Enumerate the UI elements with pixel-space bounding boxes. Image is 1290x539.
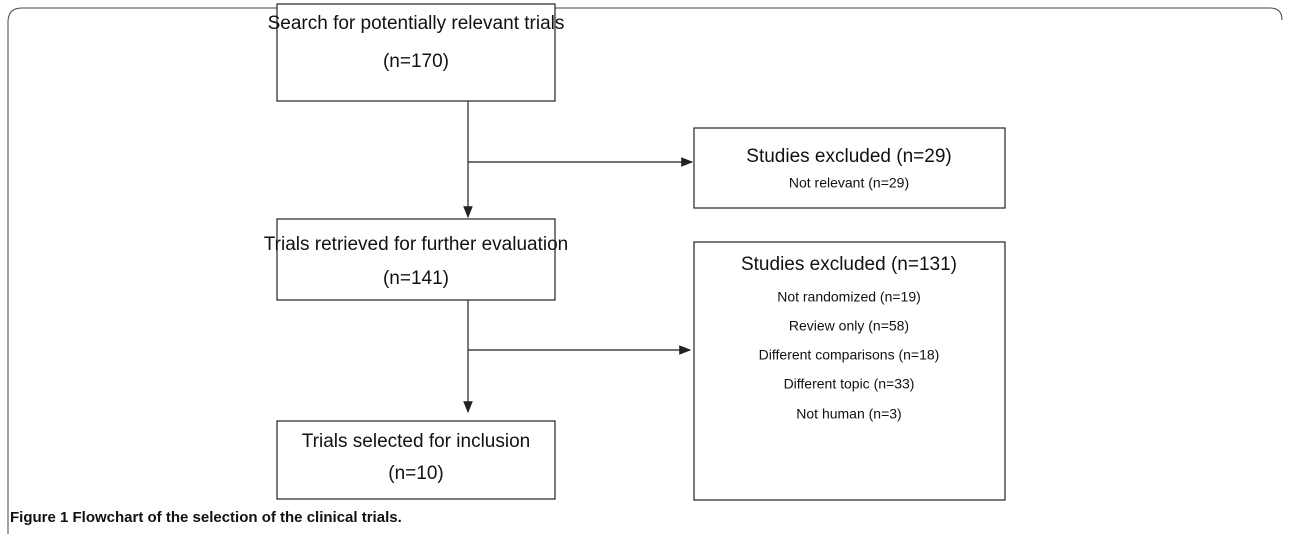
node-label: Trials retrieved for further evaluation [264,234,568,255]
node-label: Studies excluded (n=29) [746,146,951,167]
node-box [693,241,1006,501]
node-box [693,127,1006,209]
node-label: Search for potentially relevant trials [268,13,565,34]
node-label: Trials selected for inclusion [302,431,530,452]
node-box [276,3,556,102]
node-label: Not relevant (n=29) [789,175,909,191]
caption: Figure 1 Flowchart of the selection of t… [10,509,402,526]
frame [7,7,1283,534]
node-label: Not human (n=3) [796,406,901,422]
node-label: Review only (n=58) [789,318,909,334]
node-box [276,218,556,301]
node-label: Studies excluded (n=131) [741,254,957,275]
node-label: (n=170) [383,51,449,72]
node-box [276,420,556,500]
node-label: Different topic (n=33) [784,376,915,392]
node-label: (n=141) [383,268,449,289]
node-label: Different comparisons (n=18) [759,347,940,363]
node-label: (n=10) [388,463,443,484]
node-label: Not randomized (n=19) [777,289,921,305]
